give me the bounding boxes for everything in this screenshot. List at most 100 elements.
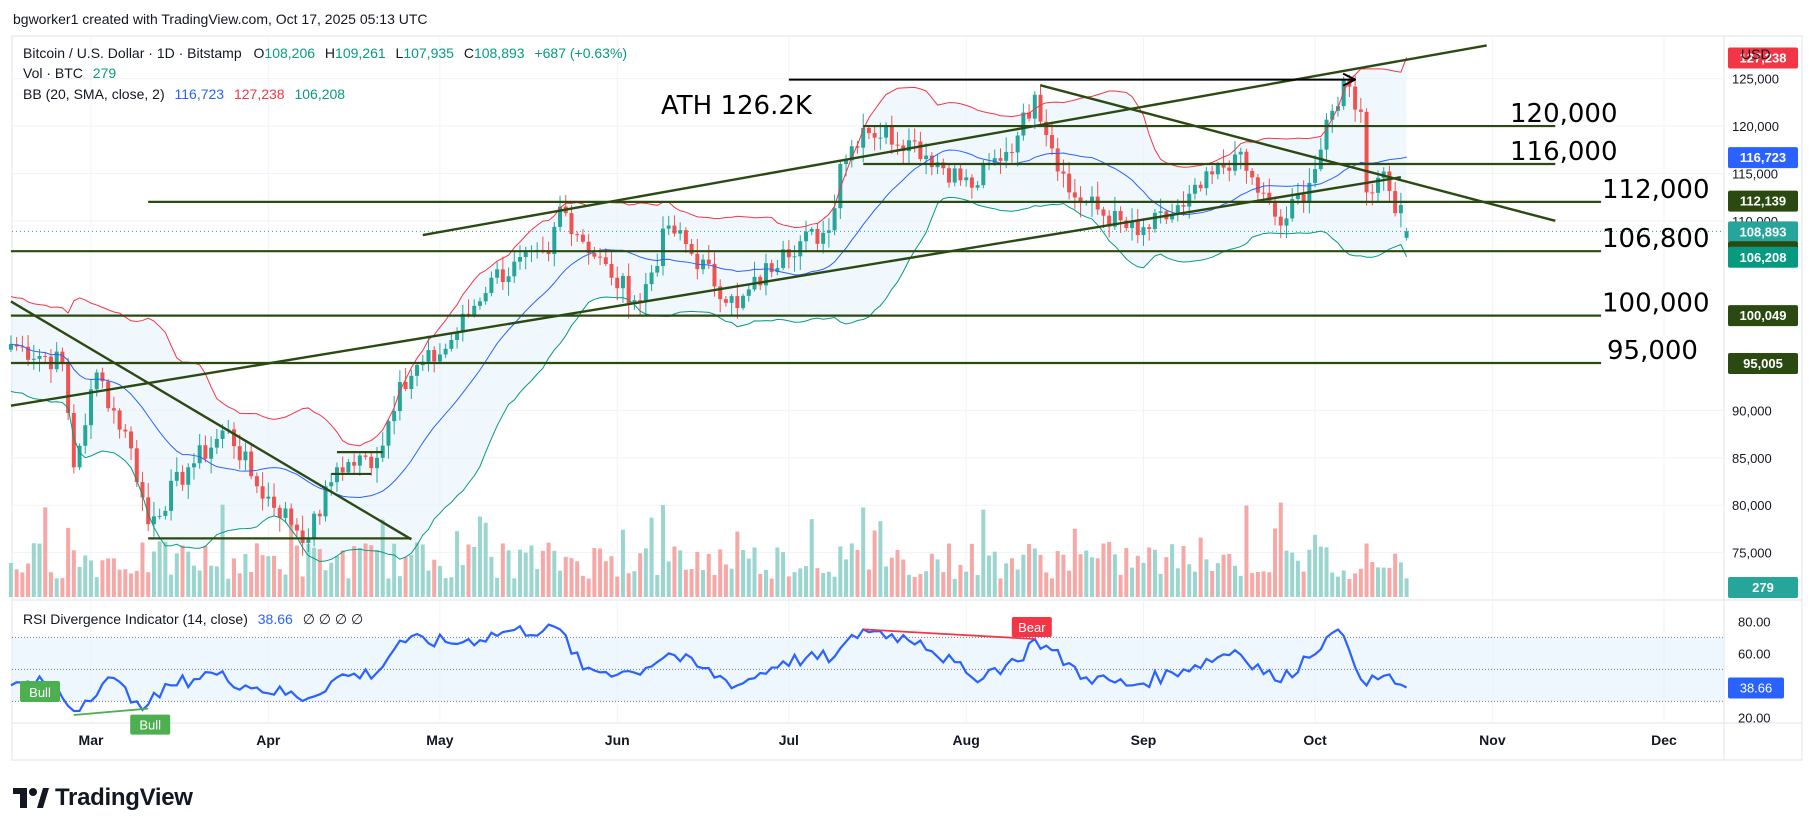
volume-bar (380, 519, 385, 597)
candle-body (1072, 192, 1077, 198)
ohlc-low: 107,935 (403, 45, 454, 61)
volume-bar (66, 527, 71, 597)
volume-bar (1295, 560, 1300, 597)
volume-bar (678, 550, 683, 597)
volume-bar (723, 564, 728, 597)
price-tick-label: 125,000 (1732, 72, 1779, 87)
volume-bar (340, 550, 345, 597)
volume-label[interactable]: Vol · BTC (23, 65, 83, 81)
volume-bar (998, 578, 1003, 597)
ath-annotation: ATH 126.2K (661, 91, 813, 121)
candle-body (443, 348, 448, 355)
candle-body (706, 259, 711, 264)
volume-bar (1244, 505, 1249, 597)
candle-body (1221, 163, 1226, 168)
candle-body (1055, 148, 1060, 172)
candle-body (1398, 205, 1403, 214)
volume-bar (712, 574, 717, 597)
candle-body (111, 408, 116, 411)
volume-bar (1267, 572, 1272, 597)
brand-name: TradingView (55, 784, 193, 811)
candle-body (415, 365, 420, 376)
volume-bar (1021, 554, 1026, 597)
candle-body (260, 486, 265, 499)
candle-body (77, 445, 82, 468)
tradingview-logo[interactable]: TradingView (13, 782, 193, 814)
volume-bar (443, 578, 448, 597)
volume-bar (1290, 552, 1295, 597)
volume-bar (1233, 565, 1237, 597)
volume-bar (964, 571, 969, 597)
volume-bar (580, 575, 585, 597)
bollinger-basis-line (10, 149, 1407, 499)
volume-bar (357, 547, 362, 597)
candle-body (483, 293, 488, 302)
symbol-title[interactable]: Bitcoin / U.S. Dollar · 1D · Bitstamp (23, 45, 242, 61)
rsi-label[interactable]: RSI Divergence Indicator (14, close) (23, 611, 248, 627)
time-tick-label: Apr (256, 732, 281, 748)
volume-bar (746, 558, 751, 597)
currency-label[interactable]: USD (1741, 46, 1771, 62)
bull-side-label: Bull (29, 685, 51, 700)
price-tag-text: 95,005 (1743, 356, 1783, 371)
rsi-band-lines (12, 636, 1724, 702)
volume-bar (649, 517, 654, 597)
candle-body (1101, 209, 1106, 216)
candle-body (1387, 171, 1392, 192)
candle-body (678, 230, 683, 234)
volume-bar (1301, 571, 1306, 597)
volume-bar (918, 574, 923, 597)
price-tag (1728, 305, 1798, 327)
volume-bar (1090, 557, 1094, 597)
bb-label[interactable]: BB (20, SMA, close, 2) (23, 86, 165, 102)
volume-bar (226, 578, 231, 597)
candle-body (1330, 110, 1335, 120)
volume-bar (752, 547, 757, 597)
volume-bar (306, 543, 311, 597)
candle-body (357, 455, 362, 466)
volume-bar (352, 546, 357, 597)
drawings: ATH 126.2K 120,000 116,000 112,000 106,800 10… (10, 44, 1710, 541)
volume-bar (546, 542, 551, 597)
price-tag (1728, 147, 1798, 169)
candle-body (1210, 171, 1215, 175)
volume-bar (191, 565, 196, 597)
candle-body (769, 263, 774, 273)
candle-body (1215, 163, 1220, 175)
volume-bar (884, 566, 889, 597)
candle-body (346, 462, 351, 473)
volume-bar (718, 549, 723, 597)
candle-body (220, 430, 225, 439)
rsi-value-tag (1728, 677, 1784, 699)
ohlc-low-label: L (395, 45, 404, 61)
candle-body (1261, 192, 1266, 194)
trend-line (10, 176, 1402, 407)
candle-body (289, 508, 294, 525)
volume-bar (169, 574, 174, 597)
volume-bar (769, 578, 774, 597)
candle-body (558, 206, 563, 227)
volume-bar (1101, 543, 1106, 597)
candle-body (403, 381, 408, 389)
candle-body (129, 431, 134, 449)
candle-body (214, 438, 219, 448)
candle-body (54, 351, 59, 370)
candle-body (649, 272, 654, 285)
volume-bar (1175, 568, 1180, 597)
candle-body (981, 164, 986, 186)
volume-bar (638, 553, 643, 597)
candle-body (838, 163, 843, 209)
candle-body (140, 482, 145, 498)
candle-body (1295, 194, 1300, 200)
volume-bar (804, 566, 808, 597)
volume-bars (8, 502, 1409, 597)
candle-body (209, 447, 214, 459)
candle-body (272, 496, 277, 508)
candle-body (924, 155, 929, 160)
bull-divergence-line (73, 707, 149, 716)
tradingview-logo-icon (13, 788, 49, 808)
candle-body (895, 144, 900, 146)
volume-bar (832, 576, 837, 597)
candle-body (615, 277, 620, 289)
